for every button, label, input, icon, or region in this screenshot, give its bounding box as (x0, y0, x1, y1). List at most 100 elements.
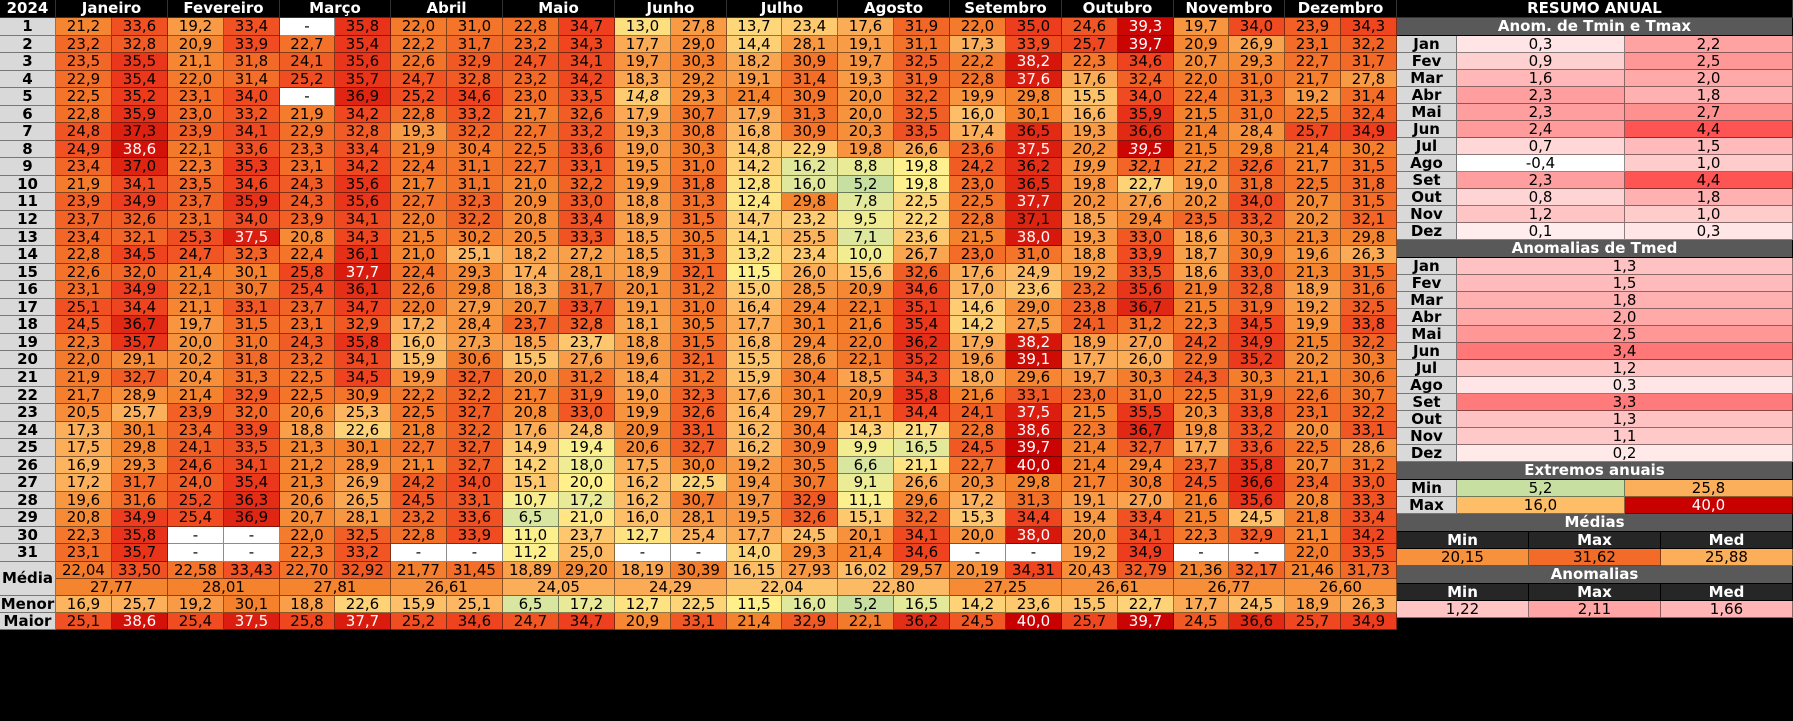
day-cell[interactable]: 24,1 (280, 53, 335, 71)
day-cell[interactable]: 34,0 (1229, 18, 1285, 36)
day-cell[interactable]: 21,3 (280, 439, 335, 457)
menor-value[interactable]: 22,5 (671, 596, 727, 613)
day-cell[interactable]: 19,7 (615, 53, 671, 71)
day-cell[interactable]: 22,8 (950, 71, 1006, 88)
day-cell[interactable]: 36,7 (1118, 299, 1174, 316)
day-cell[interactable]: 38,6 (1006, 422, 1062, 439)
tmed-month[interactable]: Set (1397, 394, 1457, 411)
day-cell[interactable]: 30,9 (782, 88, 838, 106)
day-cell[interactable]: 33,0 (1118, 229, 1174, 246)
day-cell[interactable]: 19,6 (56, 492, 112, 509)
tmed-value[interactable]: 1,3 (1457, 411, 1793, 428)
day-cell[interactable]: 32,6 (1229, 158, 1285, 176)
tmed-month[interactable]: Nov (1397, 428, 1457, 445)
day-cell[interactable]: 32,1 (1341, 211, 1397, 229)
day-cell[interactable]: 22,4 (391, 264, 447, 281)
day-cell[interactable]: 19,2 (1285, 88, 1341, 106)
tmed-value[interactable]: 3,3 (1457, 394, 1793, 411)
day-cell[interactable]: 36,1 (335, 281, 391, 299)
day-cell[interactable]: 21,8 (391, 422, 447, 439)
day-cell[interactable]: 30,1 (112, 422, 168, 439)
day-cell[interactable]: 19,1 (727, 71, 782, 88)
day-cell[interactable]: 19,8 (894, 158, 950, 176)
menor-value[interactable]: 25,1 (447, 596, 503, 613)
anom-tmax[interactable]: 0,3 (1625, 223, 1793, 240)
day-cell[interactable]: 33,4 (1118, 509, 1174, 527)
day-cell[interactable]: 14,2 (727, 158, 782, 176)
day-cell[interactable]: 30,3 (1118, 369, 1174, 387)
anomalias-value[interactable]: 1,66 (1661, 601, 1793, 618)
day-cell[interactable]: 33,5 (559, 88, 615, 106)
day-cell[interactable]: 38,2 (1006, 334, 1062, 351)
month-header-5[interactable]: Junho (615, 0, 727, 18)
day-cell[interactable]: 23,2 (1062, 281, 1118, 299)
day-cell[interactable]: 20,2 (1285, 351, 1341, 369)
day-cell[interactable]: 27,2 (559, 246, 615, 264)
day-cell[interactable]: 19,6 (615, 351, 671, 369)
day-cell[interactable]: 29,8 (1006, 88, 1062, 106)
day-label[interactable]: 24 (0, 422, 56, 439)
day-cell[interactable]: 22,8 (56, 106, 112, 123)
day-cell[interactable]: 33,3 (1341, 492, 1397, 509)
media-mean[interactable]: 27,77 (56, 579, 168, 596)
day-cell[interactable]: 33,5 (224, 439, 280, 457)
day-cell[interactable]: 22,0 (280, 527, 335, 544)
day-label[interactable]: 8 (0, 141, 56, 158)
day-cell[interactable]: 29,6 (894, 492, 950, 509)
day-cell[interactable]: 20,7 (1285, 193, 1341, 211)
day-cell[interactable]: 24,5 (950, 439, 1006, 457)
day-cell[interactable]: 22,0 (391, 211, 447, 229)
day-cell[interactable]: 33,2 (447, 106, 503, 123)
day-cell[interactable]: 31,5 (671, 334, 727, 351)
day-cell[interactable]: 21,7 (391, 176, 447, 193)
day-cell[interactable]: 35,6 (335, 53, 391, 71)
extremo-label[interactable]: Min (1397, 480, 1457, 497)
menor-value[interactable]: 14,2 (950, 596, 1006, 613)
day-cell[interactable]: 30,9 (782, 53, 838, 71)
anom-month[interactable]: Abr (1397, 87, 1457, 104)
day-cell[interactable]: 20,8 (503, 404, 559, 422)
day-cell[interactable]: 21,4 (168, 387, 224, 404)
day-cell[interactable]: 34,3 (335, 229, 391, 246)
tmed-month[interactable]: Fev (1397, 275, 1457, 292)
day-cell[interactable]: 33,1 (559, 158, 615, 176)
day-cell[interactable]: - (168, 544, 224, 562)
day-label[interactable]: 2 (0, 36, 56, 53)
day-cell[interactable]: 11,0 (503, 527, 559, 544)
day-cell[interactable]: 17,6 (727, 387, 782, 404)
day-cell[interactable]: 29,8 (782, 193, 838, 211)
day-cell[interactable]: 21,5 (1062, 404, 1118, 422)
day-cell[interactable]: 35,6 (1118, 281, 1174, 299)
day-cell[interactable]: 36,9 (335, 88, 391, 106)
day-cell[interactable]: 15,9 (391, 351, 447, 369)
day-cell[interactable]: 30,6 (447, 351, 503, 369)
day-cell[interactable]: 17,5 (56, 439, 112, 457)
day-cell[interactable]: 22,6 (335, 422, 391, 439)
day-cell[interactable]: 23,5 (168, 176, 224, 193)
menor-value[interactable]: 5,2 (838, 596, 894, 613)
day-cell[interactable]: 24,2 (1174, 334, 1229, 351)
day-cell[interactable]: 25,4 (168, 509, 224, 527)
day-cell[interactable]: 22,5 (1285, 439, 1341, 457)
day-cell[interactable]: 33,4 (335, 141, 391, 158)
menor-value[interactable]: 26,3 (1341, 596, 1397, 613)
day-cell[interactable]: 28,4 (447, 316, 503, 334)
day-cell[interactable]: 21,4 (1062, 457, 1118, 474)
day-cell[interactable]: 31,0 (1229, 106, 1285, 123)
maior-value[interactable]: 39,7 (1118, 613, 1174, 630)
day-cell[interactable]: 22,7 (391, 439, 447, 457)
day-cell[interactable]: 30,4 (782, 422, 838, 439)
day-label[interactable]: 29 (0, 509, 56, 527)
day-cell[interactable]: 16,2 (615, 492, 671, 509)
tmed-value[interactable]: 1,1 (1457, 428, 1793, 445)
day-cell[interactable]: 31,3 (1229, 88, 1285, 106)
day-label[interactable]: 3 (0, 53, 56, 71)
day-cell[interactable]: 13,2 (727, 246, 782, 264)
maior-value[interactable]: 37,7 (335, 613, 391, 630)
day-cell[interactable]: 35,9 (112, 106, 168, 123)
month-header-0[interactable]: Janeiro (56, 0, 168, 18)
day-cell[interactable]: 33,2 (1229, 422, 1285, 439)
day-cell[interactable]: 23,4 (782, 246, 838, 264)
day-cell[interactable]: 23,7 (559, 334, 615, 351)
day-cell[interactable]: 24,3 (280, 334, 335, 351)
